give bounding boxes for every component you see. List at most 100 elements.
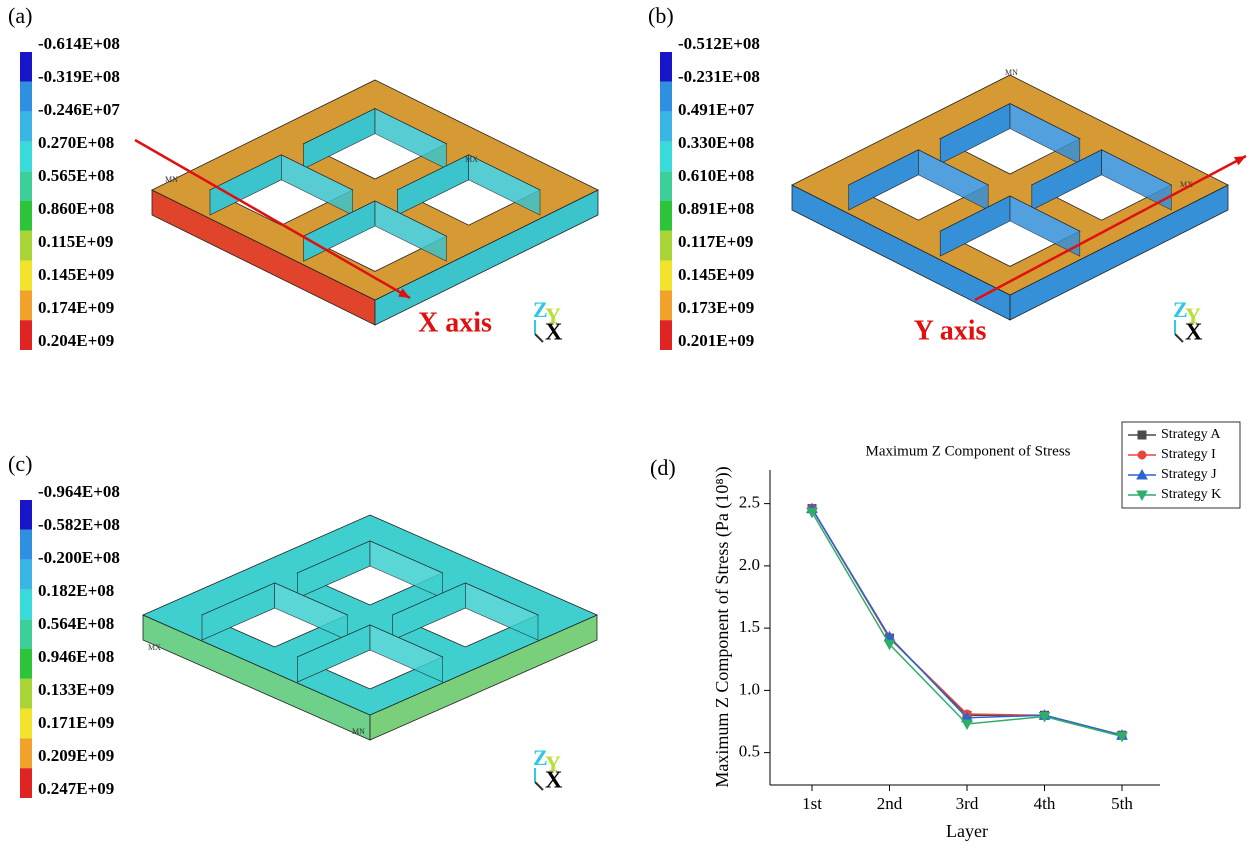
axis-label: Y axis [914,315,987,346]
colorbar-swatch [20,52,32,82]
chart-title: Maximum Z Component of Stress [866,443,1071,459]
colorbar-label: 0.891E+08 [678,199,754,218]
colorbar-label: 0.145E+09 [38,265,114,284]
colorbar-label: -0.582E+08 [38,515,120,534]
colorbar-swatch [20,709,32,739]
colorbar-swatch [20,619,32,649]
colorbar-label: -0.512E+08 [678,34,760,53]
colorbar-label: 0.173E+09 [678,298,754,317]
triad-axis [535,334,543,342]
colorbar-swatch [660,52,672,82]
colorbar-label: 0.610E+08 [678,166,754,185]
triad-x: X [1185,320,1203,346]
colorbar-swatch [660,231,672,261]
point [1138,451,1146,459]
y-tick-label: 1.5 [739,617,760,636]
colorbar-swatch [20,500,32,530]
panel-label: (d) [650,455,676,480]
panel-label: (b) [648,3,674,28]
legend-label: Strategy A [1161,427,1221,442]
colorbar-label: 0.860E+08 [38,199,114,218]
colorbar-swatch [20,679,32,709]
y-tick-label: 2.0 [739,555,760,574]
colorbar-swatch [20,82,32,112]
colorbar-swatch [20,171,32,201]
colorbar-swatch [660,261,672,291]
colorbar-swatch [660,290,672,320]
x-tick-label: 1st [802,794,822,813]
colorbar-label: -0.964E+08 [38,482,120,501]
triad-x: X [545,768,563,794]
colorbar-swatch [660,141,672,171]
legend-label: Strategy I [1161,447,1216,462]
colorbar-swatch [20,589,32,619]
node-marker: MN [165,175,178,184]
node-marker: MX [148,643,161,652]
colorbar-swatch [20,231,32,261]
series-line [812,512,1122,736]
colorbar-label: 0.133E+09 [38,680,114,699]
legend-label: Strategy J [1161,467,1217,482]
colorbar-label: 0.270E+08 [38,133,114,152]
colorbar-swatch [660,82,672,112]
panel-label: (a) [8,3,32,28]
colorbar-label: 0.174E+09 [38,298,114,317]
colorbar-label: 0.201E+09 [678,331,754,350]
node-marker: MN [352,727,365,736]
x-tick-label: 4th [1034,794,1056,813]
colorbar-swatch [20,560,32,590]
colorbar-label: 0.171E+09 [38,713,114,732]
colorbar-label: 0.182E+08 [38,581,114,600]
x-axis-label: Layer [946,821,988,841]
triad-axis [1175,334,1183,342]
colorbar-label: 0.115E+09 [38,232,113,251]
y-tick-label: 0.5 [739,742,760,761]
colorbar-label: 0.209E+09 [38,746,114,765]
colorbar-label: 0.117E+09 [678,232,753,251]
colorbar-swatch [20,649,32,679]
triad-x: X [545,320,563,346]
series-line [812,509,1122,736]
colorbar-label: 0.491E+07 [678,100,755,119]
triad-axis [535,782,543,790]
y-tick-label: 2.5 [739,493,760,512]
series-line [812,509,1122,736]
colorbar-swatch [660,320,672,350]
node-marker: MX [465,155,478,164]
colorbar-label: -0.200E+08 [38,548,120,567]
colorbar-label: 0.565E+08 [38,166,114,185]
x-tick-label: 5th [1111,794,1133,813]
colorbar-label: 0.946E+08 [38,647,114,666]
panel-label: (c) [8,451,32,476]
y-axis-label: Maximum Z Component of Stress (Pa (10⁸)) [712,466,733,787]
point [962,720,972,729]
legend-label: Strategy K [1161,487,1221,502]
colorbar-swatch [660,201,672,231]
colorbar-label: 0.145E+09 [678,265,754,284]
colorbar-label: -0.614E+08 [38,34,120,53]
y-tick-label: 1.0 [739,679,760,698]
colorbar-swatch [20,141,32,171]
colorbar-swatch [20,201,32,231]
colorbar-swatch [20,261,32,291]
colorbar-label: -0.231E+08 [678,67,760,86]
colorbar-swatch [660,112,672,142]
colorbar-swatch [20,290,32,320]
point [1138,431,1146,439]
colorbar-label: 0.204E+09 [38,331,114,350]
colorbar-swatch [20,530,32,560]
colorbar-label: -0.319E+08 [38,67,120,86]
x-tick-label: 3rd [956,794,979,813]
colorbar-label: -0.246E+07 [38,100,120,119]
x-tick-label: 2nd [877,794,903,813]
node-marker: MN [1005,68,1018,77]
figure: (a) -0.614E+08 -0.319E+08 -0.246E+07 0.270E+… [0,0,1248,846]
colorbar-label: 0.564E+08 [38,614,114,633]
colorbar-swatch [20,738,32,768]
colorbar-swatch [20,768,32,798]
colorbar-swatch [660,171,672,201]
colorbar-swatch [20,320,32,350]
colorbar-label: 0.247E+09 [38,779,114,798]
colorbar-swatch [20,112,32,142]
series-line [812,509,1122,736]
